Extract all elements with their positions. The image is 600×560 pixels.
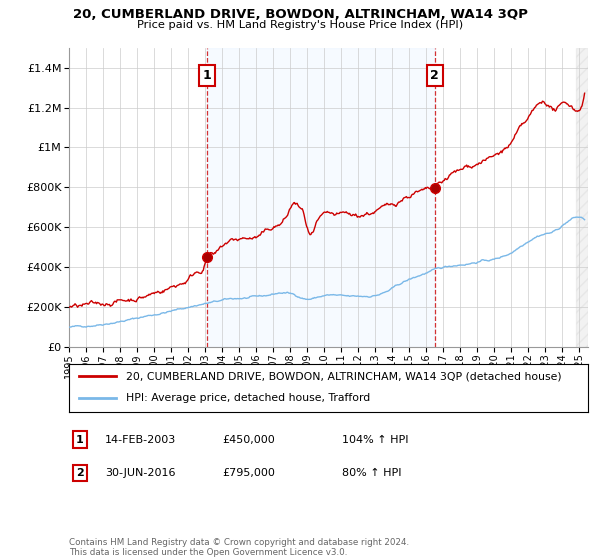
Text: 1: 1 <box>203 69 212 82</box>
Text: 14-FEB-2003: 14-FEB-2003 <box>105 435 176 445</box>
Text: 80% ↑ HPI: 80% ↑ HPI <box>342 468 401 478</box>
Text: £450,000: £450,000 <box>222 435 275 445</box>
Bar <box>207 48 435 347</box>
Text: 20, CUMBERLAND DRIVE, BOWDON, ALTRINCHAM, WA14 3QP: 20, CUMBERLAND DRIVE, BOWDON, ALTRINCHAM… <box>73 8 527 21</box>
Text: 30-JUN-2016: 30-JUN-2016 <box>105 468 176 478</box>
Text: 104% ↑ HPI: 104% ↑ HPI <box>342 435 409 445</box>
Bar <box>576 48 588 347</box>
Text: 20, CUMBERLAND DRIVE, BOWDON, ALTRINCHAM, WA14 3QP (detached house): 20, CUMBERLAND DRIVE, BOWDON, ALTRINCHAM… <box>126 371 562 381</box>
Text: Contains HM Land Registry data © Crown copyright and database right 2024.
This d: Contains HM Land Registry data © Crown c… <box>69 538 409 557</box>
Text: £795,000: £795,000 <box>222 468 275 478</box>
Text: 2: 2 <box>76 468 83 478</box>
Text: HPI: Average price, detached house, Trafford: HPI: Average price, detached house, Traf… <box>126 393 370 403</box>
Text: Price paid vs. HM Land Registry's House Price Index (HPI): Price paid vs. HM Land Registry's House … <box>137 20 463 30</box>
Text: 2: 2 <box>430 69 439 82</box>
Text: 1: 1 <box>76 435 83 445</box>
